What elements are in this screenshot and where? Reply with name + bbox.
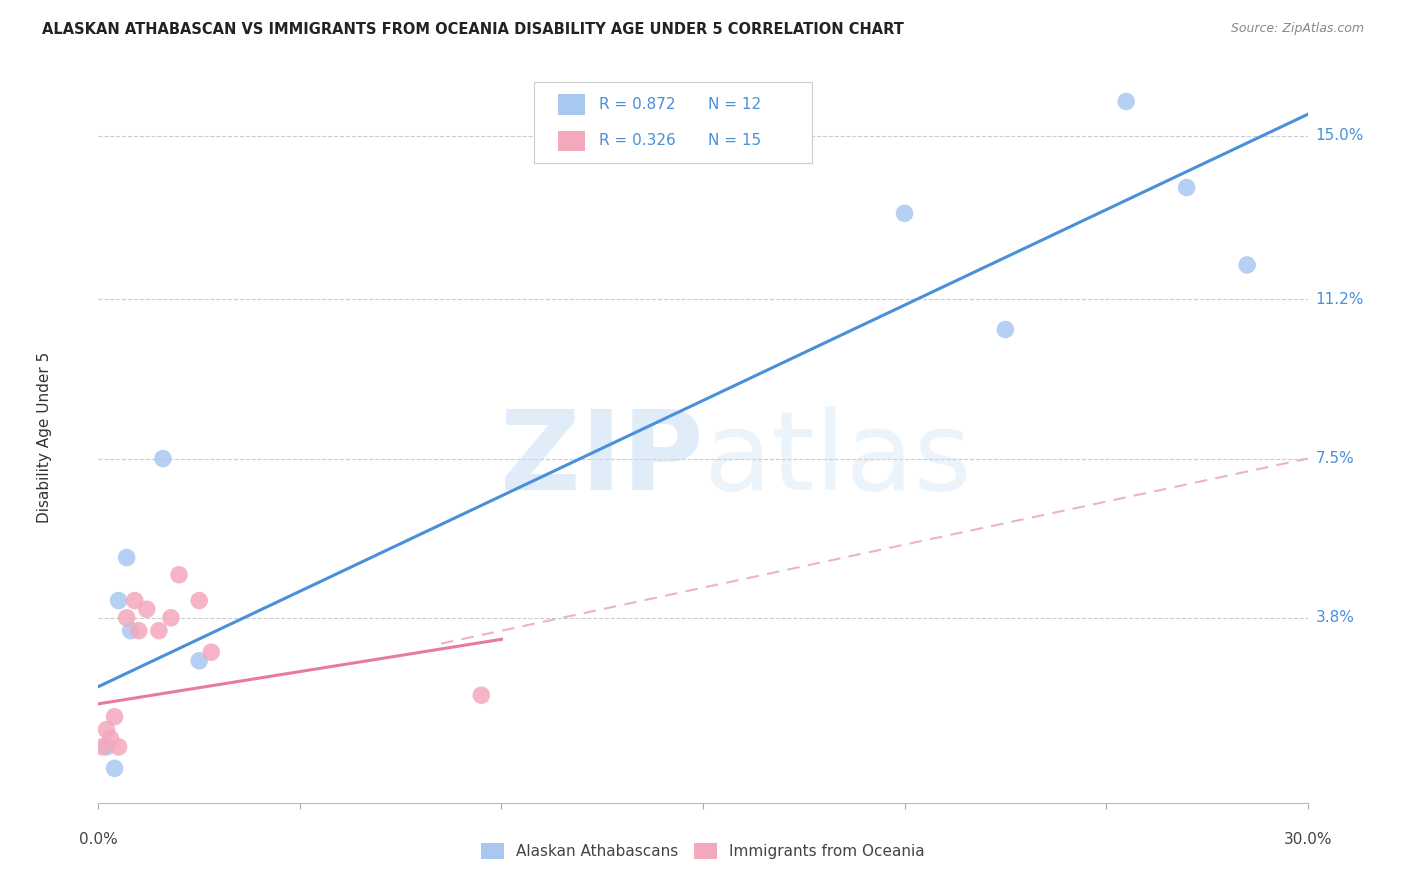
- FancyBboxPatch shape: [558, 130, 585, 151]
- Text: ALASKAN ATHABASCAN VS IMMIGRANTS FROM OCEANIA DISABILITY AGE UNDER 5 CORRELATION: ALASKAN ATHABASCAN VS IMMIGRANTS FROM OC…: [42, 22, 904, 37]
- Point: [124, 593, 146, 607]
- Point: [96, 723, 118, 737]
- Text: N = 15: N = 15: [707, 133, 761, 148]
- Point: [91, 739, 114, 754]
- FancyBboxPatch shape: [534, 82, 811, 163]
- Point: [96, 739, 118, 754]
- Text: N = 12: N = 12: [707, 96, 761, 112]
- Text: 15.0%: 15.0%: [1316, 128, 1364, 144]
- Point: [470, 688, 492, 702]
- Point: [152, 451, 174, 466]
- Point: [160, 611, 183, 625]
- Point: [200, 645, 222, 659]
- Text: R = 0.872: R = 0.872: [599, 96, 675, 112]
- Text: R = 0.326: R = 0.326: [599, 133, 676, 148]
- Text: 0.0%: 0.0%: [79, 832, 118, 847]
- Point: [115, 611, 138, 625]
- Text: 11.2%: 11.2%: [1316, 292, 1364, 307]
- Point: [103, 710, 125, 724]
- Point: [128, 624, 150, 638]
- Point: [188, 654, 211, 668]
- Point: [100, 731, 122, 746]
- Point: [167, 567, 190, 582]
- Point: [1115, 95, 1137, 109]
- Text: Disability Age Under 5: Disability Age Under 5: [37, 351, 52, 523]
- Text: ZIP: ZIP: [499, 406, 703, 513]
- Point: [120, 624, 142, 638]
- Text: 30.0%: 30.0%: [1284, 832, 1331, 847]
- Point: [148, 624, 170, 638]
- Point: [135, 602, 157, 616]
- Point: [1236, 258, 1258, 272]
- Point: [103, 761, 125, 775]
- FancyBboxPatch shape: [558, 94, 585, 114]
- Point: [107, 739, 129, 754]
- Point: [115, 550, 138, 565]
- Point: [1175, 180, 1198, 194]
- Point: [893, 206, 915, 220]
- Point: [994, 322, 1017, 336]
- Text: Source: ZipAtlas.com: Source: ZipAtlas.com: [1230, 22, 1364, 36]
- Point: [107, 593, 129, 607]
- Text: 7.5%: 7.5%: [1316, 451, 1354, 467]
- Text: 3.8%: 3.8%: [1316, 610, 1354, 625]
- Legend: Alaskan Athabascans, Immigrants from Oceania: Alaskan Athabascans, Immigrants from Oce…: [475, 837, 931, 865]
- Text: atlas: atlas: [703, 406, 972, 513]
- Point: [188, 593, 211, 607]
